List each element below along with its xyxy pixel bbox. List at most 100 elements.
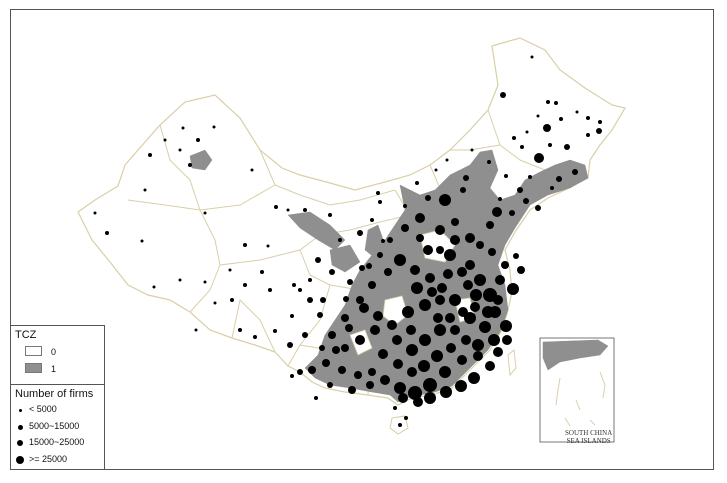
city-dot [373, 311, 383, 321]
city-dot [213, 301, 217, 305]
city-dot [407, 367, 417, 377]
city-dot [338, 366, 346, 374]
city-dot [370, 218, 374, 222]
city-dot [297, 369, 303, 375]
city-dots [93, 55, 602, 427]
legend-dot-medium [18, 425, 23, 430]
legend-swatch-1 [25, 363, 42, 373]
city-dot [423, 245, 433, 255]
city-dot [474, 274, 486, 286]
city-dot [354, 371, 362, 379]
city-dot [488, 334, 500, 346]
city-dot [451, 218, 459, 226]
legend-divider [11, 384, 104, 385]
city-dot [381, 239, 385, 243]
city-dot [307, 297, 313, 303]
city-dot [393, 406, 397, 410]
city-dot [178, 278, 182, 282]
city-dot [586, 133, 590, 137]
city-dot [492, 207, 502, 217]
city-dot [366, 263, 372, 269]
legend-firms-label-3: >= 25000 [29, 454, 68, 464]
city-dot [586, 116, 590, 120]
city-dot [517, 266, 525, 274]
city-dot [404, 416, 408, 420]
city-dot [332, 346, 340, 354]
city-dot [266, 244, 270, 248]
city-dot [212, 125, 216, 129]
city-dot [203, 211, 207, 215]
city-dot [387, 237, 393, 243]
city-dot [398, 423, 402, 427]
city-dot [425, 195, 431, 201]
legend-tcz-label-1: 1 [51, 364, 57, 374]
city-dot [194, 328, 198, 332]
city-dot [431, 350, 443, 362]
city-dot [548, 143, 552, 147]
city-dot [458, 307, 468, 317]
city-dot [472, 339, 484, 351]
city-dot [554, 101, 558, 105]
city-dot [402, 306, 414, 318]
city-dot [536, 114, 540, 118]
city-dot [546, 100, 550, 104]
city-dot [493, 295, 503, 305]
city-dot [320, 297, 326, 303]
city-dot [329, 269, 335, 275]
city-dot [525, 130, 529, 134]
city-dot [286, 208, 290, 212]
city-dot [292, 283, 296, 287]
city-dot [298, 288, 302, 292]
city-dot [357, 230, 363, 236]
legend-tcz-label-0: 0 [51, 347, 57, 357]
city-dot [380, 375, 390, 385]
city-dot [415, 181, 419, 185]
city-dot [461, 335, 471, 345]
city-dot [419, 334, 431, 346]
city-dot [398, 393, 408, 403]
city-dot [393, 359, 403, 369]
city-dot [446, 343, 456, 353]
city-dot [457, 355, 467, 365]
city-dot [543, 124, 551, 132]
city-dot [366, 381, 374, 389]
city-dot [513, 253, 519, 259]
city-dot [415, 213, 425, 223]
city-dot [507, 283, 519, 295]
city-dot [408, 386, 422, 400]
city-dot [260, 270, 264, 274]
city-dot [495, 275, 505, 285]
city-dot [501, 261, 509, 269]
city-dot [556, 176, 562, 182]
city-dot [384, 268, 392, 276]
city-dot [436, 246, 444, 254]
city-dot [392, 335, 402, 345]
city-dot [368, 281, 376, 289]
city-dot [598, 120, 602, 124]
city-dot [203, 280, 207, 284]
city-dot [488, 248, 496, 256]
city-dot [343, 296, 349, 302]
city-dot [470, 148, 474, 152]
city-dot [523, 198, 529, 204]
city-dot [347, 279, 353, 285]
city-dot [575, 110, 579, 114]
city-dot [530, 55, 534, 59]
city-dot [317, 312, 323, 318]
city-dot [435, 295, 445, 305]
city-dot [253, 335, 257, 339]
city-dot [440, 386, 452, 398]
city-dot [457, 267, 467, 277]
city-dot [596, 128, 602, 134]
city-dot [434, 324, 446, 336]
city-dot [238, 328, 242, 332]
city-dot [290, 374, 294, 378]
city-dot [387, 320, 397, 330]
city-dot [319, 345, 325, 351]
city-dot [268, 288, 272, 292]
legend: TCZ 0 1 Number of firms < 5000 5000~1500… [10, 325, 105, 470]
city-dot [359, 303, 369, 313]
city-dot [493, 347, 503, 357]
city-dot [450, 235, 460, 245]
